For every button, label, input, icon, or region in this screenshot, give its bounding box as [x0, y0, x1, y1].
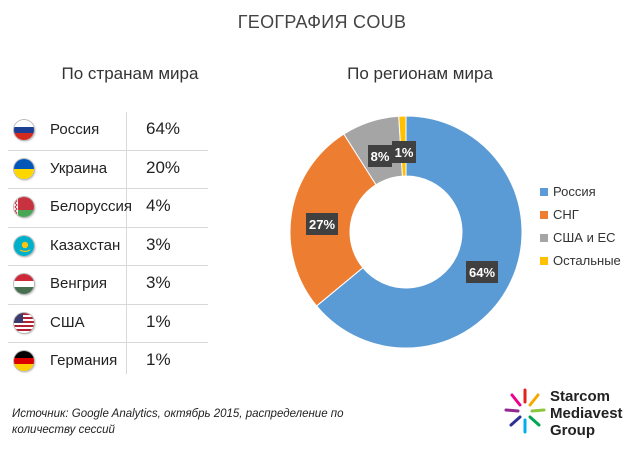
- ukraine-flag-icon: [14, 158, 34, 179]
- data-label-russia: 64%: [466, 261, 498, 283]
- data-label-box: [392, 141, 416, 163]
- data-label-text: 1%: [395, 145, 414, 160]
- data-label-text: 64%: [469, 265, 495, 280]
- country-value: 64%: [146, 119, 181, 138]
- legend-swatch: [540, 188, 548, 196]
- country-value: 1%: [146, 311, 171, 331]
- country-name: Казахстан: [50, 236, 121, 254]
- table-row: Казахстан 3%: [8, 228, 208, 266]
- kazakhstan-flag-icon: [14, 235, 34, 256]
- table-row: Украина 20%: [8, 151, 208, 189]
- legend-swatch: [540, 211, 548, 219]
- data-label-box: [368, 145, 392, 167]
- legend-label: Россия: [553, 184, 596, 199]
- legend-label: СНГ: [553, 207, 579, 222]
- data-label-text: 8%: [371, 149, 390, 164]
- donut-slice-russia: [315, 115, 523, 349]
- data-label-others: 1%: [392, 141, 416, 163]
- country-name: Россия: [50, 121, 100, 138]
- logo-text: Starcom Mediavest Group: [550, 388, 623, 439]
- page-title: ГЕОГРАФИЯ COUB: [237, 12, 407, 32]
- legend-label: США и ЕС: [553, 230, 616, 245]
- countries-subtitle: По странам мира: [61, 64, 199, 83]
- data-label-cis: 27%: [306, 213, 338, 235]
- belarus-flag-icon: [14, 197, 34, 217]
- data-label-box: [306, 213, 338, 235]
- starburst-logo-icon: [504, 388, 546, 434]
- data-label-usa-eu: 8%: [368, 145, 392, 167]
- country-value: 3%: [146, 273, 171, 292]
- country-value: 4%: [146, 196, 171, 215]
- table-row: Германия 1%: [8, 343, 208, 381]
- table-row: Белоруссия 4%: [8, 189, 208, 228]
- country-value: 1%: [146, 350, 171, 369]
- data-label-box: [466, 261, 498, 283]
- hungary-flag-icon: [14, 274, 34, 294]
- country-name: Белоруссия: [50, 198, 132, 215]
- usa-flag-icon: [14, 312, 34, 333]
- source-note: Источник: Google Analytics, октябрь 2015…: [12, 408, 344, 436]
- logo-line: Starcom: [550, 388, 611, 405]
- logo-line: Mediavest: [550, 405, 623, 422]
- country-name: Германия: [50, 352, 118, 369]
- data-label-text: 27%: [309, 217, 335, 232]
- table-row: Россия 64%: [8, 112, 208, 151]
- germany-flag-icon: [14, 351, 34, 371]
- table-column-separator: [126, 112, 127, 374]
- country-value: 20%: [146, 157, 181, 177]
- company-logo: Starcom Mediavest Group: [502, 384, 642, 444]
- legend-label: Остальные: [553, 253, 621, 268]
- legend-swatch: [540, 234, 548, 242]
- country-name: США: [50, 313, 85, 331]
- regions-subtitle: По регионам мира: [347, 64, 493, 83]
- russia-flag-icon: [14, 120, 34, 140]
- legend-swatch: [540, 257, 548, 265]
- country-value: 3%: [146, 234, 171, 254]
- country-table: Россия 64% Украина 20% Белоруссия 4% Каз…: [8, 112, 208, 381]
- table-row: Венгрия 3%: [8, 266, 208, 305]
- table-row: США 1%: [8, 305, 208, 343]
- country-name: Венгрия: [50, 275, 107, 292]
- country-name: Украина: [50, 159, 108, 177]
- logo-line: Group: [550, 422, 595, 439]
